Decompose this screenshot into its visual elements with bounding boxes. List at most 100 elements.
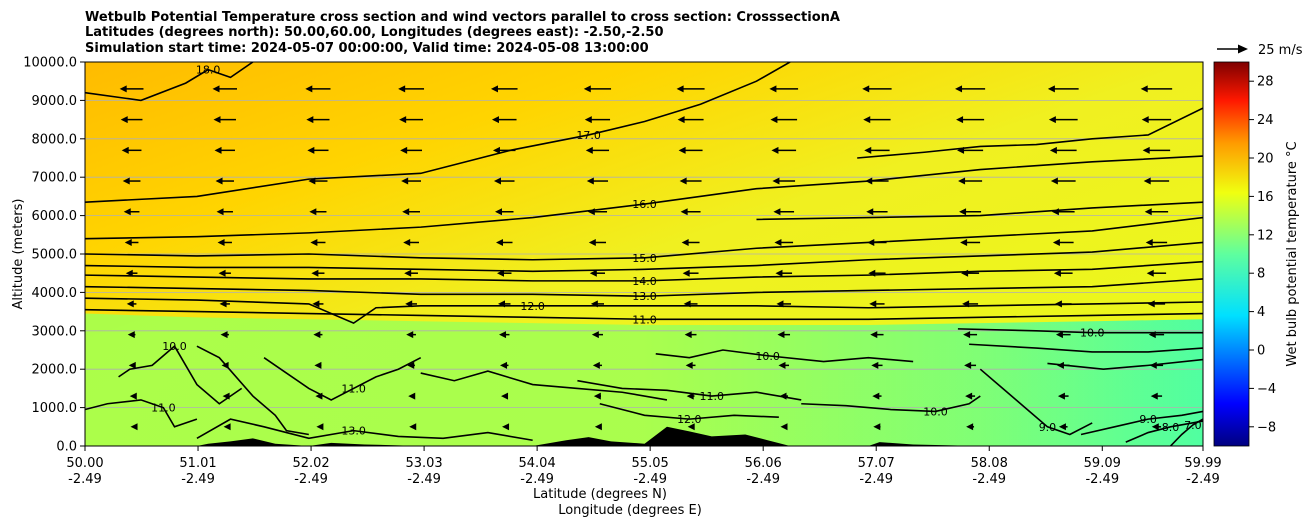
wind-vector: [1057, 392, 1069, 400]
y-tick-label: 0.0: [56, 440, 77, 455]
wind-vector: [684, 331, 697, 339]
contour-line: [85, 62, 254, 102]
x-tick-label-latitude: 50.00: [66, 456, 103, 471]
y-tick-label: 8000.0: [32, 132, 78, 147]
contour-line: [85, 297, 1203, 325]
wind-vector: [772, 177, 796, 185]
wind-vector: [770, 116, 798, 124]
wind-vector: [1053, 269, 1073, 277]
wind-vector: [680, 208, 701, 216]
wind-vector: [1055, 331, 1071, 339]
contour-line: [85, 155, 1203, 240]
colorbar-tick-label: 20: [1257, 152, 1274, 167]
x-axis-label-longitude: Longitude (degrees E): [558, 503, 702, 518]
contour-label: 18.0: [196, 64, 221, 77]
x-tick-label-longitude: -2.49: [181, 472, 215, 487]
wind-vector: [676, 85, 705, 93]
wind-vector: [586, 177, 609, 185]
wind-vector: [774, 238, 794, 246]
wind-vector: [305, 85, 331, 93]
wind-vector: [408, 392, 416, 400]
wind-vector: [120, 116, 143, 124]
wind-vector: [307, 146, 329, 154]
wind-vector: [958, 177, 983, 185]
contour-line: [263, 356, 422, 401]
wind-vector: [685, 361, 696, 369]
colorbar-gradient: [1213, 61, 1250, 447]
contour-line: [196, 345, 309, 436]
wind-vector: [312, 300, 324, 308]
contour-label: 7.0: [1184, 419, 1202, 432]
contour-label: 10.0: [923, 405, 948, 418]
y-tick-label: 3000.0: [32, 324, 78, 339]
wind-vector: [1147, 300, 1166, 308]
wind-vector: [1144, 208, 1169, 216]
wind-vector: [592, 361, 602, 369]
contour-label: 13.0: [341, 425, 366, 438]
wind-vector: [495, 238, 513, 246]
wind-vector: [308, 177, 328, 185]
contour-label: 11.0: [699, 390, 724, 403]
contour-line: [85, 241, 1203, 273]
x-axis: 50.00-2.4951.01-2.4952.02-2.4953.03-2.49…: [66, 446, 1222, 487]
colorbar-tick-label: 4: [1257, 305, 1265, 320]
wind-vector: [869, 300, 885, 308]
wind-vector: [314, 361, 322, 369]
wind-vector: [1056, 361, 1070, 369]
wind-vector: [590, 300, 605, 308]
x-tick-label-longitude: -2.49: [1085, 472, 1119, 487]
x-tick-label-latitude: 57.07: [858, 456, 895, 471]
wind-vector: [123, 208, 140, 216]
wind-vector: [1148, 331, 1165, 339]
contour-label: 11.0: [341, 382, 366, 395]
x-tick-label-latitude: 52.02: [292, 456, 329, 471]
contour-line: [420, 370, 668, 401]
wind-vector: [683, 300, 698, 308]
x-tick-label-longitude: -2.49: [294, 472, 328, 487]
wind-vector: [871, 361, 883, 369]
wind-vector: [127, 331, 136, 339]
wind-vector: [966, 423, 975, 431]
wind-vector: [863, 116, 891, 124]
contour-label: 9.0: [1039, 421, 1057, 434]
colorbar: −8 −4 0 4 8 12 16 20 24 28 Wet bulb potential tem…: [1213, 61, 1300, 447]
wind-vector: [677, 116, 704, 124]
wind-vector: [1058, 423, 1068, 431]
wind-vector: [1052, 238, 1074, 246]
wind-vector: [965, 392, 976, 400]
wind-vector: [121, 146, 142, 154]
wind-vector: [1048, 116, 1078, 124]
wind-vector: [961, 269, 980, 277]
wind-vector: [409, 423, 417, 431]
y-tick-label: 10000.0: [23, 56, 77, 71]
colorbar-ticks: −8 −4 0 4 8 12 16 20 24 28: [1249, 75, 1276, 435]
wind-vector: [502, 423, 510, 431]
x-tick-label-longitude: -2.49: [520, 472, 554, 487]
wind-vector: [398, 85, 425, 93]
contour-line: [1047, 358, 1203, 371]
wind-vector: [215, 177, 234, 185]
wind-vector: [315, 392, 323, 400]
wind-vector: [214, 146, 235, 154]
colorbar-tick-label: 16: [1257, 190, 1274, 205]
y-tick-label: 5000.0: [32, 248, 78, 263]
wind-vector: [687, 423, 695, 431]
wind-vector: [866, 208, 888, 216]
y-axis-label: Altitude (meters): [11, 199, 26, 310]
contour-label: 10.0: [755, 350, 780, 363]
y-tick-label: 9000.0: [32, 94, 78, 109]
contour-label: 9.0: [1139, 413, 1157, 426]
wind-vector: [867, 238, 887, 246]
wind-vector: [964, 361, 977, 369]
wind-vector: [583, 85, 612, 93]
wind-vector: [594, 423, 602, 431]
wind-vector: [1049, 146, 1077, 154]
wind-vector: [306, 116, 330, 124]
contour-label: 15.0: [632, 252, 657, 265]
wind-vector: [309, 208, 327, 216]
colorbar-tick-label: −8: [1257, 420, 1276, 435]
contour-line: [969, 343, 1203, 353]
contour-label: 16.0: [632, 198, 657, 211]
wind-vector: [682, 269, 699, 277]
x-tick-label-latitude: 54.04: [519, 456, 556, 471]
